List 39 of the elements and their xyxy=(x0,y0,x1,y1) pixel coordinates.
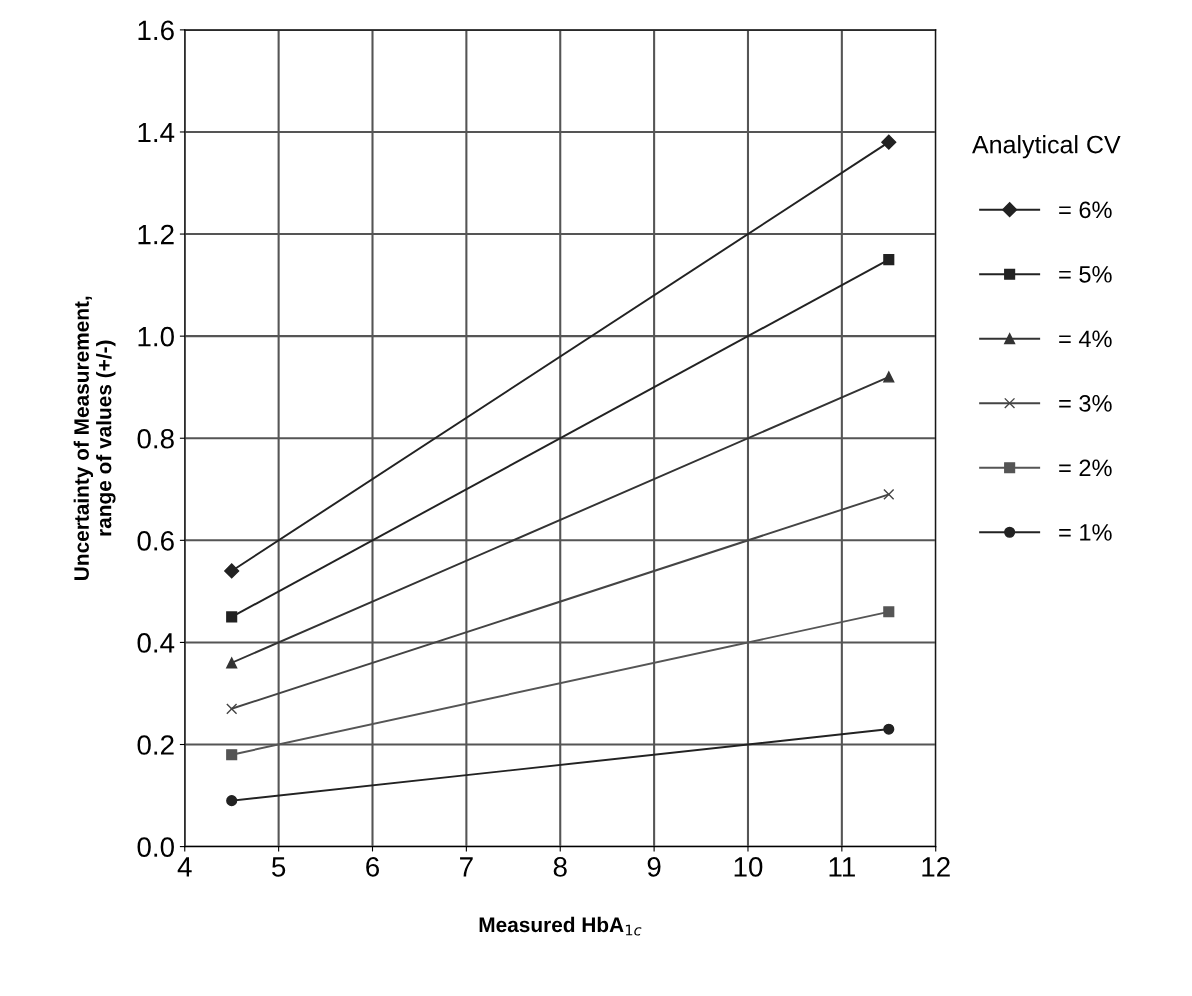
point xyxy=(881,134,897,150)
point xyxy=(224,563,240,579)
y-tick-label: 1.6 xyxy=(138,20,174,41)
x-tick-label: 6 xyxy=(366,857,379,877)
x-tick-label: 11 xyxy=(829,857,855,877)
x-tick-label: 5 xyxy=(272,857,286,877)
legend-label: = 4% xyxy=(1059,330,1112,348)
y-tick-label: 0.6 xyxy=(137,531,174,551)
x-tick-label: 12 xyxy=(922,857,950,877)
point xyxy=(226,657,238,669)
legend-label: = 5% xyxy=(1059,266,1112,283)
legend-title: Analytical CV xyxy=(972,135,1121,159)
point xyxy=(883,723,895,735)
y-tick-label: 0.0 xyxy=(137,837,174,857)
x-tick-label: 8 xyxy=(553,857,567,877)
y-tick-label: 1.2 xyxy=(138,224,174,245)
x-tick-label: 10 xyxy=(734,857,763,877)
y-tick-label: 1.0 xyxy=(138,326,174,347)
point xyxy=(883,488,895,500)
point xyxy=(883,371,895,383)
y-axis-title: Uncertainty of Measurement, range of values (+/-) xyxy=(73,296,116,580)
legend-label: = 6% xyxy=(1059,201,1112,219)
point xyxy=(883,606,895,618)
y-tick-label: 0.8 xyxy=(137,428,174,449)
legend-label: = 2% xyxy=(1059,459,1112,477)
y-tick-label: 0.4 xyxy=(137,633,175,653)
point xyxy=(226,795,238,807)
x-tick-label: 9 xyxy=(647,857,661,877)
x-tick-label: 4 xyxy=(177,857,192,877)
y-tick-label: 0.2 xyxy=(137,735,174,755)
x-tick-label: 7 xyxy=(460,857,473,877)
y-tick-label: 1.4 xyxy=(138,122,175,143)
legend-label: = 1% xyxy=(1059,524,1112,541)
point xyxy=(883,254,895,266)
point xyxy=(226,611,238,623)
x-axis-title: Measured HbA$_{1c}$ xyxy=(479,916,642,936)
point xyxy=(226,749,238,761)
point xyxy=(226,703,238,715)
legend-label: = 3% xyxy=(1059,395,1112,412)
